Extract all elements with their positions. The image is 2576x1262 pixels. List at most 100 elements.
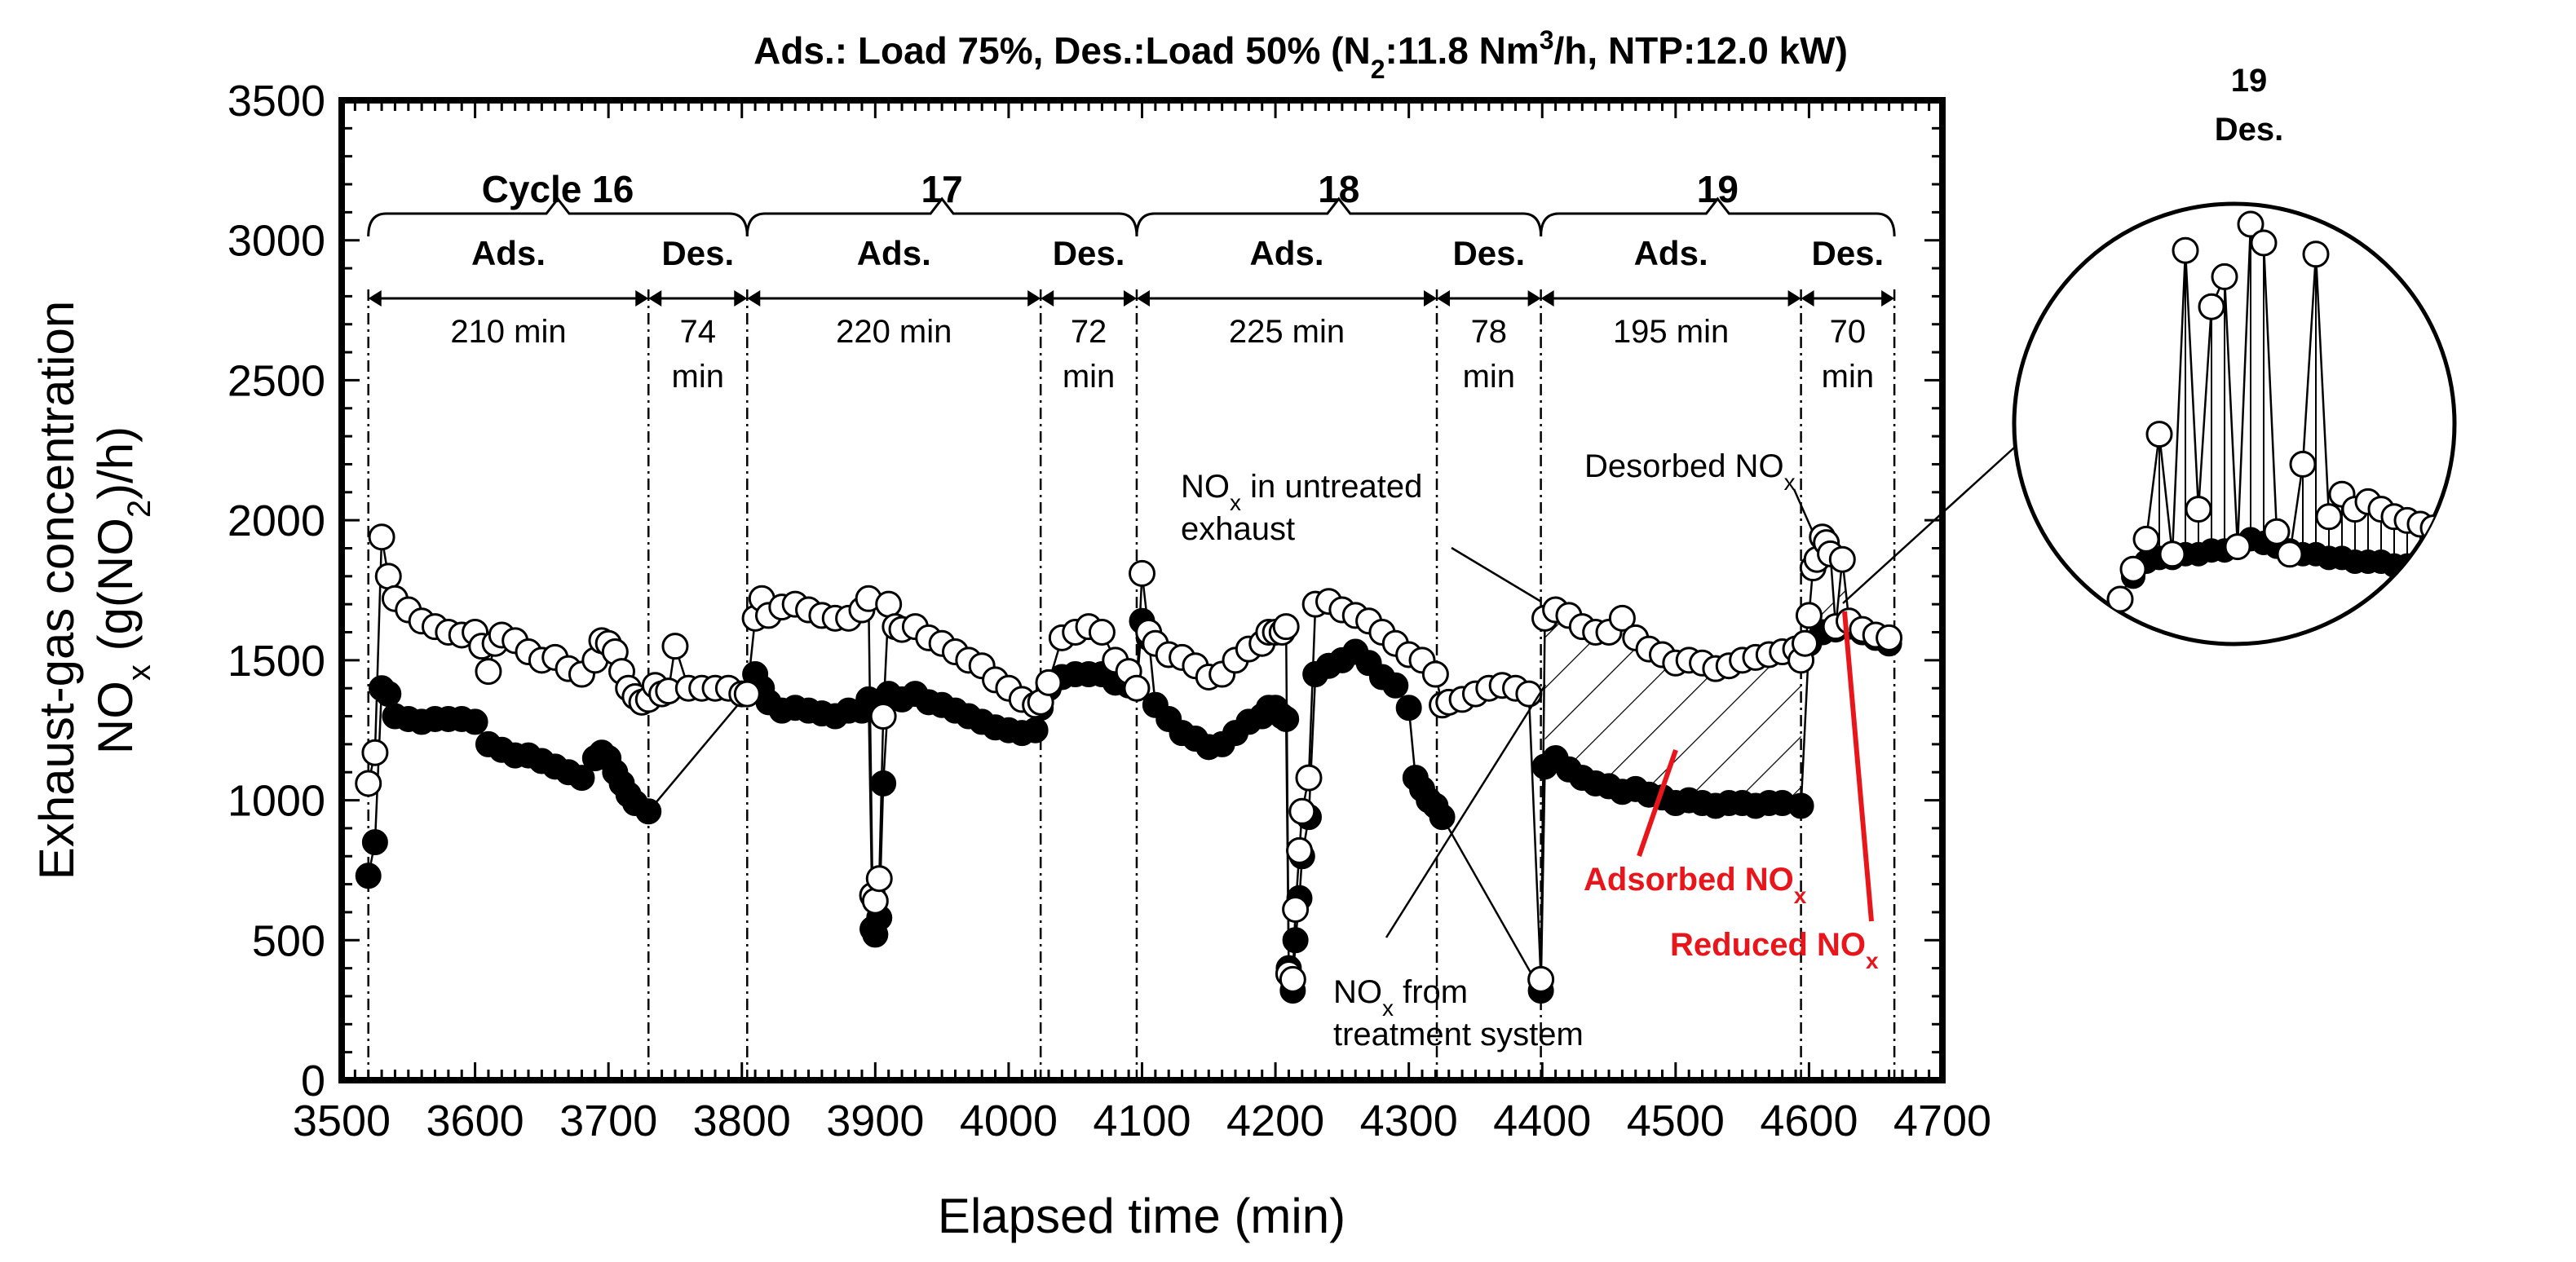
untreated-point [869, 703, 897, 730]
phase-label: Ads. [1249, 234, 1323, 272]
inset-untreated-point [2132, 525, 2160, 553]
inset-untreated-point [2237, 210, 2264, 238]
y-tick-label: 3000 [228, 217, 325, 266]
inset-treated-point [2460, 557, 2485, 581]
label-untreated-line1: NOx in untreated [1181, 469, 1422, 515]
x-tick-label: 4200 [1226, 1097, 1324, 1145]
leader-inset [1842, 439, 2023, 604]
treated-point [1382, 672, 1409, 699]
treated-point [1273, 705, 1300, 732]
y-axis-title: Exhaust-gas concentration NOx (g(NO2)/h) [29, 301, 157, 880]
x-tick-label: 4700 [1893, 1097, 1991, 1145]
x-tick-label: 3900 [826, 1097, 924, 1145]
x-axis-title: Elapsed time (min) [938, 1189, 1345, 1243]
y-axis-title-line1: Exhaust-gas concentration [29, 301, 84, 880]
phase-duration-unit: min [1063, 359, 1115, 395]
label-untreated-line2: exhaust [1181, 511, 1295, 547]
phase-arrow-head-right [1027, 290, 1041, 307]
label-treatment-line2: treatment system [1333, 1017, 1584, 1052]
phase-arrow-head-left [648, 290, 662, 307]
leader-untreated [1451, 546, 1542, 603]
cycle-label: 17 [921, 168, 963, 210]
untreated-point [1088, 619, 1116, 646]
y-tick-label: 1500 [228, 637, 325, 686]
phase-duration: 225 min [1229, 314, 1345, 350]
inset-untreated-point [2315, 503, 2343, 531]
cycle-brace [1135, 196, 1543, 237]
phase-duration-unit: min [1822, 359, 1874, 395]
inset-untreated-point [2432, 518, 2454, 545]
untreated-point [1608, 604, 1636, 632]
inset-untreated-point [2158, 541, 2186, 568]
inset-circle [2012, 201, 2457, 646]
data-markers [355, 523, 1903, 1004]
phase-arrow-head-right [635, 290, 649, 307]
leader-treatment [1385, 684, 1547, 938]
x-tick-labels: 3500 3600 3700 3800 3900 4000 4100 4200 4300 4400… [293, 1097, 1991, 1145]
label-reduced: Reduced NOx [1670, 927, 1879, 973]
phase-arrow-head-right [1123, 290, 1137, 307]
adsorbed-hatch [1544, 610, 1801, 806]
inset-untreated-point [2172, 236, 2199, 264]
untreated-point [1828, 545, 1856, 573]
untreated-point [865, 865, 893, 893]
untreated-point [1527, 965, 1555, 993]
cycle-label: 18 [1318, 168, 1359, 210]
untreated-point [875, 590, 903, 618]
phase-arrow-head-left [747, 290, 761, 307]
treated-point [870, 770, 897, 796]
treated-point [1429, 804, 1456, 831]
x-tick-label: 4500 [1627, 1097, 1725, 1145]
untreated-point [1288, 797, 1316, 825]
inset-untreated-point [2460, 527, 2485, 551]
phase-duration-unit: min [1463, 359, 1515, 395]
chart-title: Ads.: Load 75%, Des.:Load 50% (N2:11.8 N… [753, 25, 1848, 84]
x-tick-label: 4300 [1360, 1097, 1458, 1145]
label-adsorbed: Adsorbed NOx [1584, 862, 1807, 908]
treated-point [462, 708, 488, 735]
phase-arrow-head-left [1437, 290, 1451, 307]
x-tick-label: 4100 [1093, 1097, 1191, 1145]
phase-arrow-head-left [1540, 290, 1554, 307]
minor-ticks [340, 99, 1944, 1082]
phase-duration: 220 min [836, 314, 952, 350]
phase-arrow-head-right [1527, 290, 1541, 307]
y-tick-label: 3500 [228, 77, 325, 126]
phase-arrow-head-left [368, 290, 382, 307]
treated-point [635, 798, 662, 825]
phase-label: Des. [1811, 234, 1884, 272]
phase-arrow-head-right [734, 290, 748, 307]
treated-point [1282, 927, 1309, 954]
phase-label: Ads. [857, 234, 931, 272]
untreated-point [1279, 965, 1306, 993]
y-tick-label: 500 [252, 916, 325, 965]
phase-label: Des. [661, 234, 734, 272]
cycle-label: 19 [1697, 168, 1739, 210]
untreated-point [368, 523, 395, 551]
treated-point [355, 863, 382, 889]
y-tick-labels: 0 500 1000 1500 2000 2500 3000 3500 [228, 77, 325, 1105]
untreated-point [1286, 836, 1314, 864]
inset-untreated-point [2250, 229, 2278, 257]
untreated-point [1035, 669, 1063, 696]
x-tick-label: 4400 [1493, 1097, 1591, 1145]
inset-untreated-point [2106, 585, 2134, 613]
x-tick-label: 3700 [559, 1097, 657, 1145]
inset-treated-point [2421, 553, 2446, 578]
y-tick-label: 2000 [228, 496, 325, 545]
label-desorbed: Desorbed NOx [1584, 448, 1796, 495]
y-tick-label: 0 [301, 1057, 325, 1105]
phase-label: Ads. [1634, 234, 1708, 272]
phase-label: Des. [1452, 234, 1525, 272]
inset-untreated-point [2302, 240, 2330, 268]
untreated-point [1129, 559, 1155, 587]
phase-arrow-head-left [1136, 290, 1150, 307]
leader-reduced [1842, 611, 1874, 922]
inset-untreated-point [2276, 541, 2304, 568]
inset-untreated-point [2119, 555, 2147, 583]
inset-title-line1: 19 [2231, 63, 2268, 99]
untreated-point [475, 658, 502, 686]
phase-duration: 195 min [1613, 314, 1729, 350]
inset-treated-point [2447, 557, 2454, 582]
